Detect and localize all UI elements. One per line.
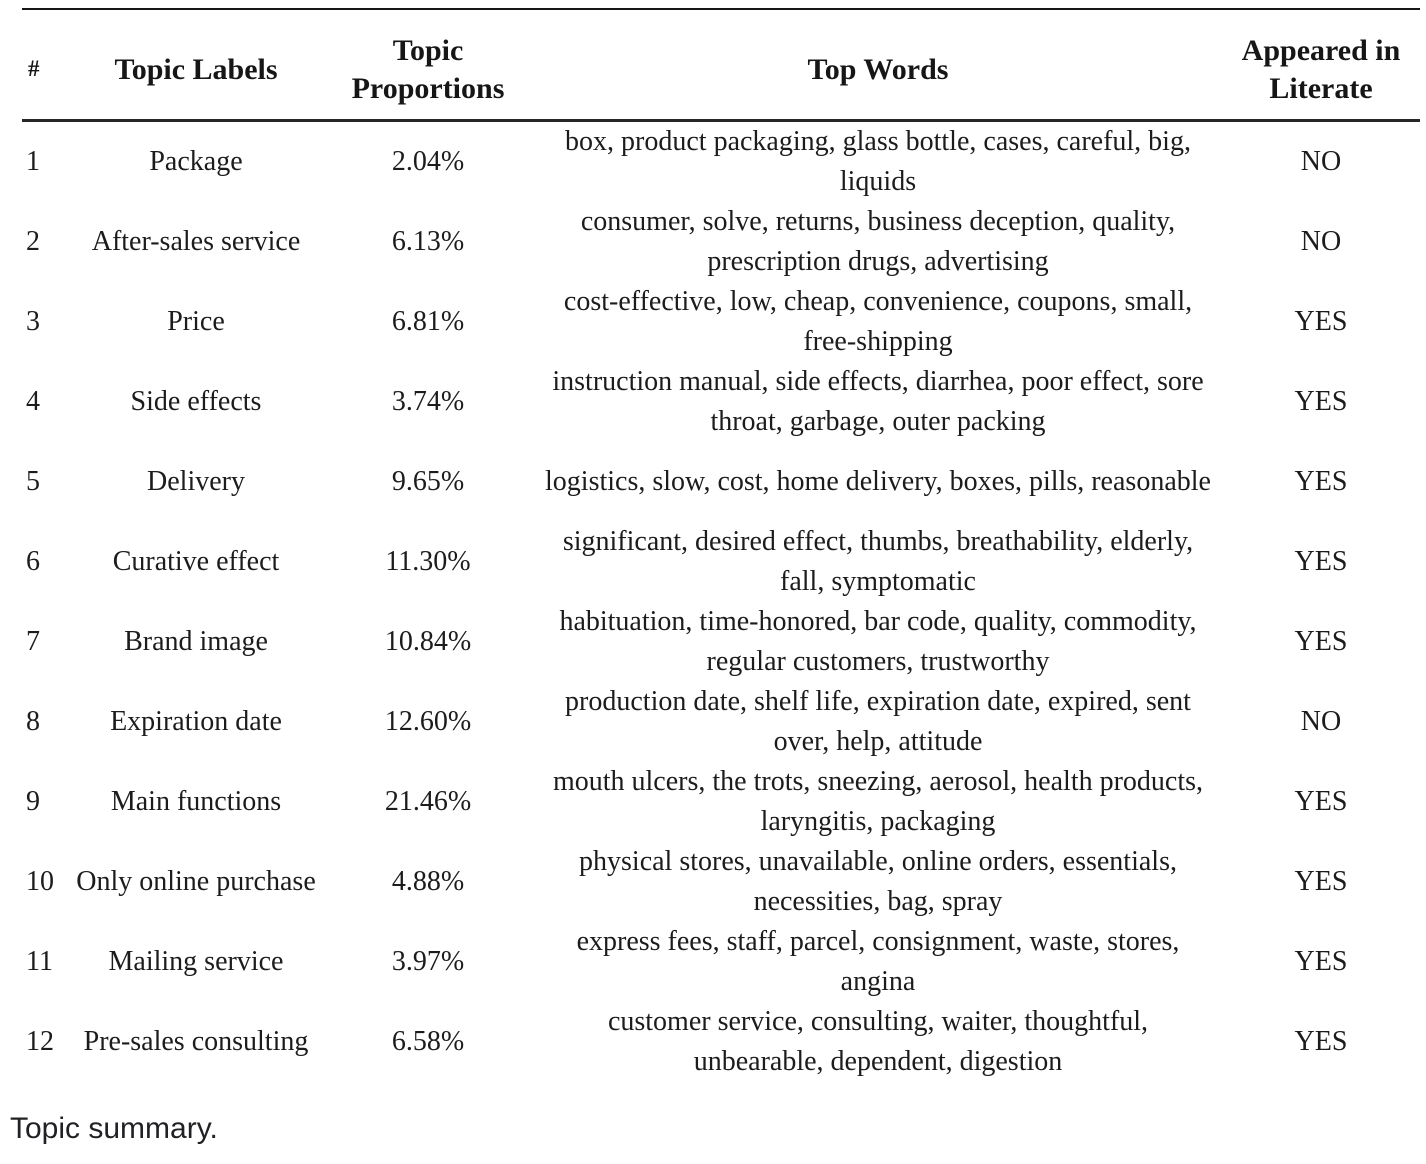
table-header: # Topic Labels Topic Proportions Top Wor… — [22, 9, 1420, 122]
table-row: 8 Expiration date 12.60% production date, s… — [22, 682, 1420, 762]
topic-summary-table: # Topic Labels Topic Proportions Top Wor… — [22, 8, 1420, 1082]
topic-label-cell: Price — [167, 306, 225, 338]
top-words-cell: mouth ulcers, the trots, sneezing, aeros… — [552, 766, 1204, 837]
topic-proportion-cell: 10.84% — [384, 626, 472, 658]
table-caption: Topic summary. — [10, 1112, 218, 1145]
col-header-label: Topic Labels — [70, 9, 322, 122]
top-words-cell: physical stores, unavailable, online ord… — [579, 846, 1177, 917]
topic-proportion-cell: 9.65% — [391, 466, 465, 498]
appeared-cell: YES — [1294, 626, 1348, 658]
row-number-cell: 6 — [26, 546, 40, 578]
topic-label-cell: Delivery — [147, 466, 245, 498]
table-row: 10 Only online purchase 4.88% physical stor… — [22, 842, 1420, 922]
topic-label-cell: Curative effect — [112, 546, 280, 578]
appeared-cell: YES — [1294, 786, 1348, 818]
topic-proportion-cell: 11.30% — [385, 546, 471, 578]
topic-label-cell: Side effects — [130, 386, 262, 418]
top-words-cell: significant, desired effect, thumbs, bre… — [562, 526, 1194, 597]
row-number-cell: 4 — [26, 386, 40, 418]
top-words-cell: box, product packaging, glass bottle, ca… — [565, 126, 1191, 197]
appeared-cell: YES — [1294, 306, 1348, 338]
top-words-cell: express fees, staff, parcel, consignment… — [576, 926, 1180, 997]
row-number-cell: 5 — [26, 466, 40, 498]
col-header-proportion: Topic Proportions — [322, 9, 534, 122]
appeared-cell: YES — [1294, 466, 1348, 498]
col-header-appeared: Appeared in Literate — [1222, 9, 1420, 122]
top-words-cell: logistics, slow, cost, home delivery, bo… — [545, 466, 1211, 498]
topic-proportion-cell: 4.88% — [391, 866, 465, 898]
table-row: 4 Side effects 3.74% instruction manual, si… — [22, 362, 1420, 442]
topic-label-cell: Main functions — [110, 786, 282, 818]
row-number-cell: 9 — [26, 786, 40, 818]
top-words-cell: instruction manual, side effects, diarrh… — [552, 366, 1204, 437]
row-number-cell: 1 — [26, 146, 40, 178]
topic-proportion-cell: 3.97% — [391, 946, 465, 978]
appeared-cell: NO — [1300, 146, 1342, 178]
topic-label-cell: Mailing service — [108, 946, 284, 978]
topic-proportion-cell: 12.60% — [384, 706, 472, 738]
topic-label-cell: Expiration date — [110, 706, 282, 738]
top-words-cell: cost-effective, low, cheap, convenience,… — [563, 286, 1193, 357]
row-number-cell: 10 — [26, 866, 54, 898]
topic-proportion-cell: 21.46% — [384, 786, 472, 818]
appeared-cell: YES — [1294, 946, 1348, 978]
col-header-top-words: Top Words — [534, 9, 1222, 122]
top-words-cell: customer service, consulting, waiter, th… — [607, 1006, 1149, 1077]
table-row: 3 Price 6.81% cost-effective, low, cheap, c… — [22, 282, 1420, 362]
table-row: 2 After-sales service 6.13% consumer, solve… — [22, 202, 1420, 282]
top-words-cell: production date, shelf life, expiration … — [565, 686, 1191, 757]
top-words-cell: habituation, time-honored, bar code, qua… — [559, 606, 1197, 677]
topic-label-cell: After-sales service — [91, 226, 301, 258]
appeared-cell: YES — [1294, 1026, 1348, 1058]
row-number-cell: 12 — [26, 1026, 54, 1058]
table-body: 1 Package 2.04% box, product packaging, gla… — [22, 121, 1420, 1083]
topic-proportion-cell: 2.04% — [391, 146, 465, 178]
row-number-cell: 2 — [26, 226, 40, 258]
row-number-cell: 8 — [26, 706, 40, 738]
row-number-cell: 7 — [26, 626, 40, 658]
topic-label-cell: Pre-sales consulting — [83, 1026, 309, 1058]
col-header-number: # — [22, 9, 70, 122]
table-row: 11 Mailing service 3.97% express fees, staf… — [22, 922, 1420, 1002]
topic-label-cell: Only online purchase — [76, 866, 316, 898]
topic-proportion-cell: 6.81% — [391, 306, 465, 338]
top-words-cell: consumer, solve, returns, business decep… — [580, 206, 1176, 277]
table-row: 5 Delivery 9.65% logistics, slow, cost, hom… — [22, 442, 1420, 522]
table-row: 6 Curative effect 11.30% significant, desir… — [22, 522, 1420, 602]
appeared-cell: YES — [1294, 866, 1348, 898]
topic-label-cell: Package — [149, 146, 243, 178]
appeared-cell: YES — [1294, 386, 1348, 418]
topic-label-cell: Brand image — [124, 626, 268, 658]
table-row: 9 Main functions 21.46% mouth ulcers, the t… — [22, 762, 1420, 842]
appeared-cell: NO — [1300, 706, 1342, 738]
topic-proportion-cell: 3.74% — [391, 386, 465, 418]
appeared-cell: YES — [1294, 546, 1348, 578]
row-number-cell: 3 — [26, 306, 40, 338]
table-row: 7 Brand image 10.84% habituation, time-hono… — [22, 602, 1420, 682]
appeared-cell: NO — [1300, 226, 1342, 258]
row-number-cell: 11 — [26, 946, 53, 978]
table-row: 12 Pre-sales consulting 6.58% customer serv… — [22, 1002, 1420, 1082]
topic-proportion-cell: 6.13% — [391, 226, 465, 258]
topic-proportion-cell: 6.58% — [391, 1026, 465, 1058]
table-row: 1 Package 2.04% box, product packaging, gla… — [22, 121, 1420, 203]
header-row: # Topic Labels Topic Proportions Top Wor… — [22, 9, 1420, 122]
